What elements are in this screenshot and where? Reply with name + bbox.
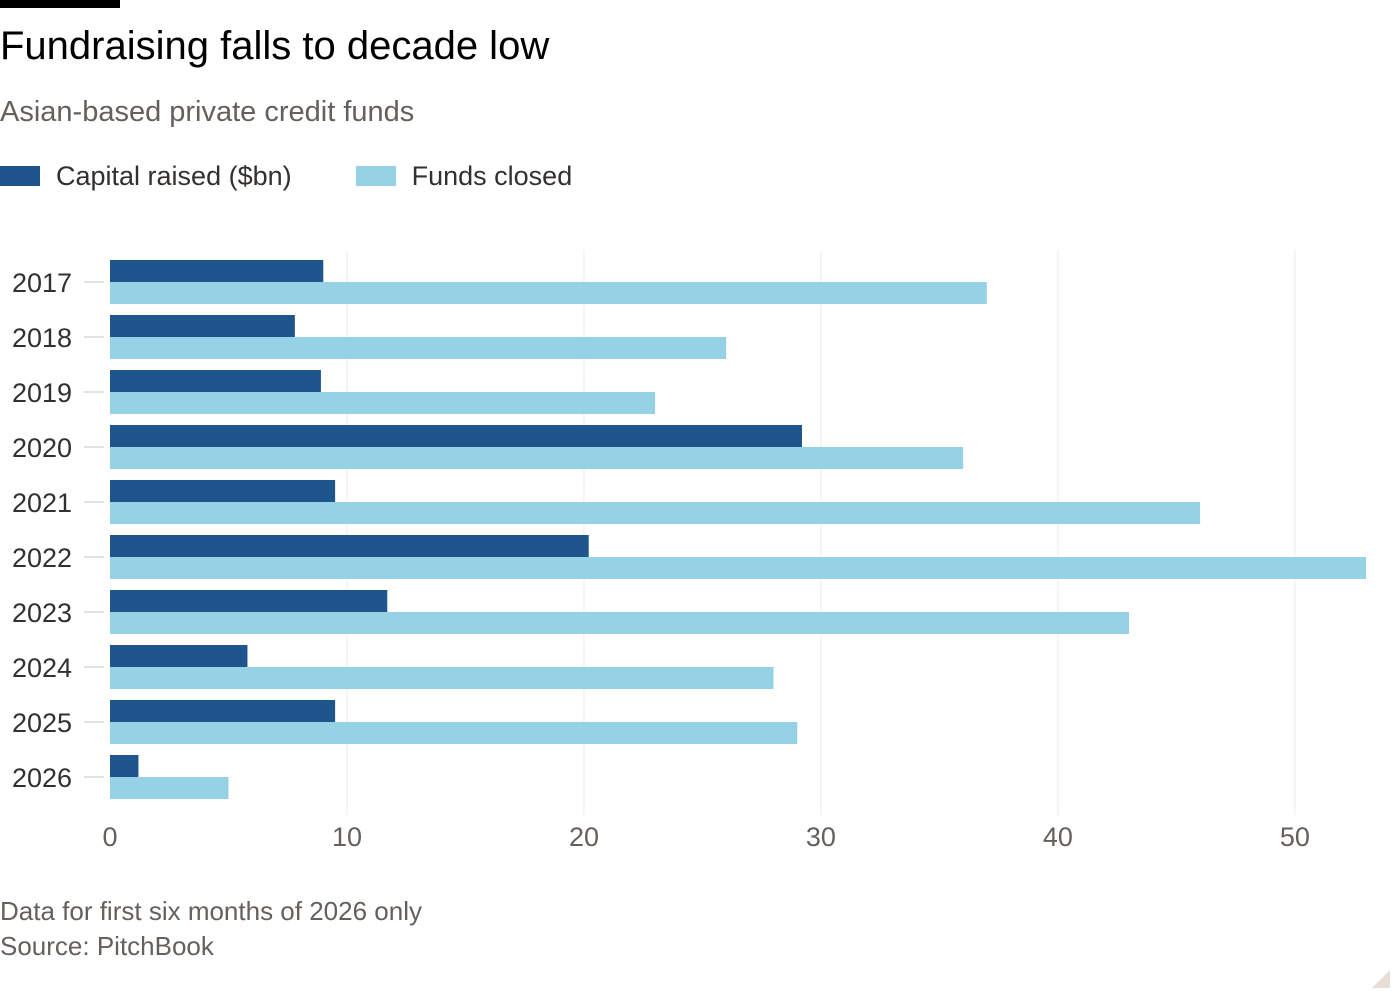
chart-source: Source: PitchBook: [0, 931, 214, 961]
y-tick-label-2024: 2024: [12, 653, 72, 683]
legend-label-funds-closed: Funds closed: [411, 160, 573, 191]
bar-capital-raised-2025: [110, 700, 336, 722]
bar-funds-closed-2022: [110, 557, 1366, 579]
x-tick-label-50: 50: [1280, 822, 1310, 852]
bar-capital-raised-2019: [110, 370, 321, 392]
bar-chart: 2017 2018 2019 2020 2021 2022 2023 2024 2025 2026…: [12, 250, 1366, 852]
bar-capital-raised-2017: [110, 260, 324, 282]
legend-item-capital-raised: Capital raised ($bn): [0, 161, 292, 192]
x-tick-label-10: 10: [332, 822, 362, 852]
brand-top-bar: [0, 0, 120, 8]
y-tick-label-2022: 2022: [12, 543, 72, 573]
y-tick-label-2023: 2023: [12, 598, 72, 628]
bar-capital-raised-2022: [110, 535, 589, 557]
bar-funds-closed-2026: [110, 777, 229, 799]
y-tick-label-2017: 2017: [12, 268, 72, 298]
bar-funds-closed-2020: [110, 447, 964, 469]
legend-swatch-capital-raised: [0, 166, 40, 186]
x-tick-label-40: 40: [1043, 822, 1073, 852]
bar-capital-raised-2018: [110, 315, 295, 337]
bar-funds-closed-2025: [110, 722, 798, 744]
bar-capital-raised-2020: [110, 425, 802, 447]
chart-title: Fundraising falls to decade low: [0, 24, 550, 68]
x-tick-label-20: 20: [569, 822, 599, 852]
y-tick-label-2026: 2026: [12, 763, 72, 793]
legend-item-funds-closed: Funds closed: [355, 160, 573, 192]
legend-label-capital-raised: Capital raised ($bn): [56, 160, 292, 191]
y-tick-label-2019: 2019: [12, 378, 72, 408]
bar-funds-closed-2018: [110, 337, 727, 359]
bar-capital-raised-2023: [110, 590, 388, 612]
legend-swatch-funds-closed: [355, 166, 396, 186]
bar-funds-closed-2017: [110, 282, 987, 304]
y-tick-label-2021: 2021: [12, 488, 72, 518]
chart-footnote: Data for first six months of 2026 only: [0, 896, 422, 926]
bar-capital-raised-2026: [110, 755, 139, 777]
bar-funds-closed-2024: [110, 667, 774, 689]
y-tick-label-2025: 2025: [12, 708, 72, 738]
chart-legend: Capital raised ($bn) Funds closed: [0, 156, 636, 196]
bar-capital-raised-2021: [110, 480, 336, 502]
y-tick-label-2020: 2020: [12, 433, 72, 463]
chart-subtitle: Asian-based private credit funds: [0, 96, 415, 128]
bar-funds-closed-2021: [110, 502, 1201, 524]
bar-funds-closed-2023: [110, 612, 1130, 634]
y-tick-label-2018: 2018: [12, 323, 72, 353]
x-tick-label-30: 30: [806, 822, 836, 852]
corner-fold-icon: [1372, 970, 1390, 988]
bar-funds-closed-2019: [110, 392, 656, 414]
x-tick-label-0: 0: [102, 822, 117, 852]
bar-capital-raised-2024: [110, 645, 248, 667]
